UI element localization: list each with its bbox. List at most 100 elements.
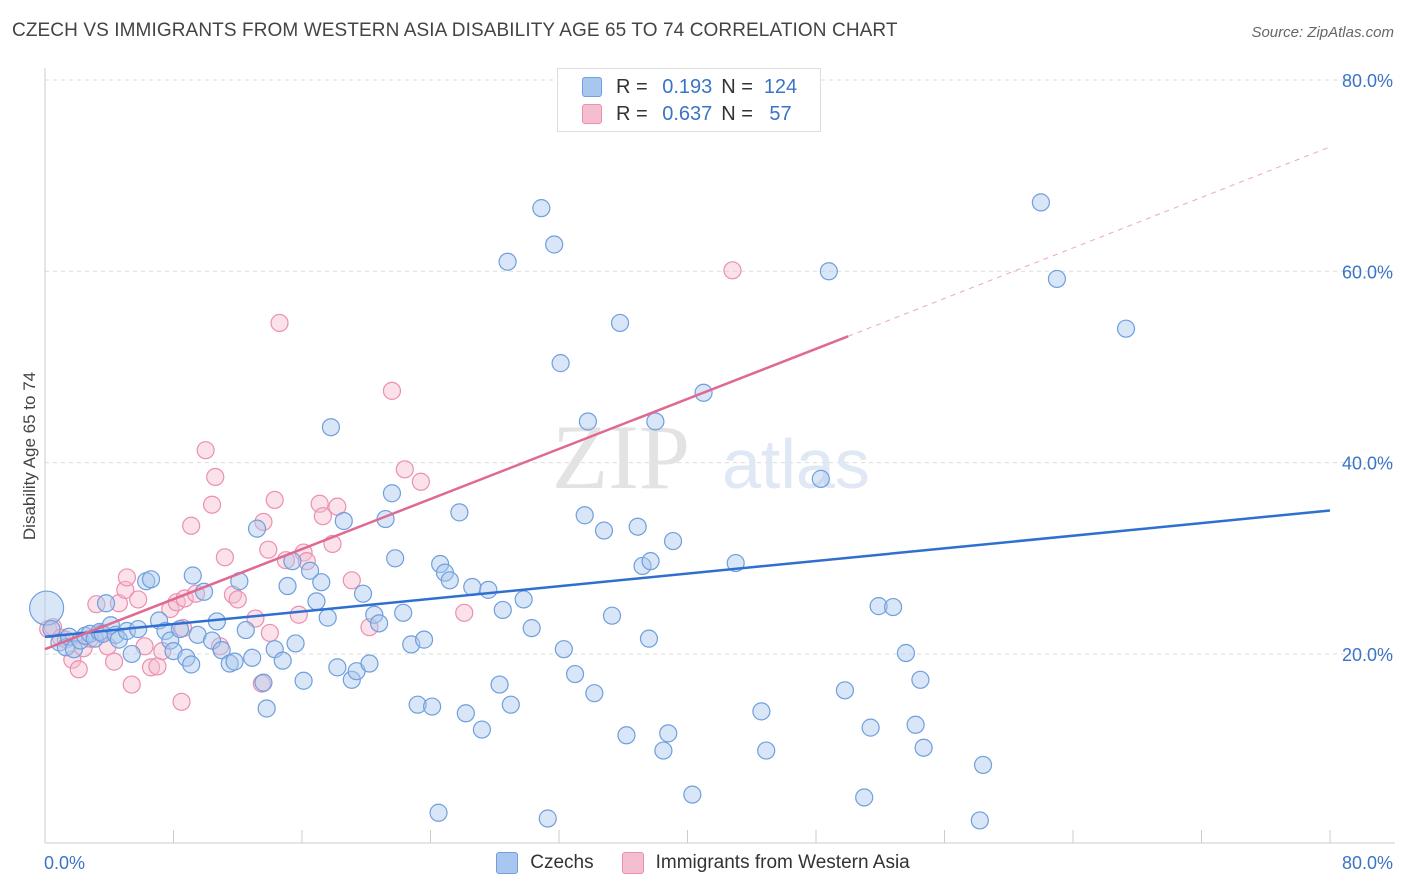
immigrants-point — [129, 590, 148, 609]
correlation-legend: R = 0.193 N = 124 R = 0.637 N = 57 — [557, 68, 821, 132]
y-axis-title: Disability Age 65 to 74 — [20, 372, 39, 540]
czech-point — [29, 590, 65, 626]
czech-point — [96, 594, 116, 613]
czech-point — [855, 788, 874, 807]
czech-point — [554, 640, 573, 659]
immigrants-point — [69, 660, 88, 679]
czech-point — [243, 648, 262, 667]
immigrants-point — [260, 623, 279, 643]
czech-point — [1047, 269, 1067, 289]
czech-point — [811, 469, 830, 488]
legend-item-czechs: Czechs — [496, 852, 594, 874]
czech-point — [257, 699, 276, 718]
czech-point — [321, 418, 341, 437]
immigrants-point — [148, 657, 167, 676]
czech-point — [254, 673, 273, 692]
chart-title: CZECH VS IMMIGRANTS FROM WESTERN ASIA DI… — [12, 20, 898, 41]
immigrants-point — [342, 571, 361, 590]
czech-point — [334, 511, 353, 531]
immigrants-trend-extension — [847, 146, 1331, 337]
czech-point — [122, 644, 141, 664]
immigrants-point — [313, 507, 332, 526]
immigrants-point — [411, 472, 430, 491]
czech-point — [565, 664, 585, 684]
czech-point — [360, 654, 379, 673]
czech-point — [300, 561, 320, 580]
immigrants-point — [382, 381, 402, 400]
y-tick-label: 80.0% — [1342, 71, 1393, 91]
czech-point — [585, 684, 604, 703]
czech-point — [353, 584, 373, 603]
czech-point — [578, 412, 598, 431]
czech-point — [273, 651, 292, 670]
czech-point — [342, 670, 361, 689]
czech-point — [456, 704, 475, 723]
czech-point — [318, 608, 337, 627]
czech-point — [683, 785, 702, 804]
immigrants-point — [297, 552, 316, 571]
czech-point — [646, 412, 665, 431]
czech-point — [472, 720, 491, 739]
r-label: R = — [616, 102, 648, 125]
y-tick-label: 40.0% — [1342, 454, 1393, 474]
czech-point — [659, 724, 678, 743]
czech-point — [906, 715, 925, 734]
czech-point — [911, 670, 930, 689]
czech-point — [141, 570, 161, 589]
czech-point — [440, 571, 459, 590]
immigrants-point — [455, 603, 474, 622]
czech-point — [835, 681, 855, 700]
czech-point — [236, 620, 255, 640]
czech-point — [382, 484, 402, 503]
czech-legend-swatch — [496, 852, 519, 874]
r-label: R = — [616, 75, 648, 98]
czech-point — [1116, 319, 1136, 338]
czech-point — [575, 506, 594, 525]
x-tick-label: 80.0% — [1342, 853, 1393, 873]
czech-point — [514, 590, 533, 609]
czech-point — [182, 655, 201, 674]
czech-point — [493, 600, 512, 620]
czech-point — [501, 695, 520, 714]
czech-point — [883, 597, 903, 617]
watermark: ZIP atlas — [552, 406, 870, 508]
watermark-atlas: atlas — [722, 425, 870, 503]
czech-point — [498, 252, 517, 271]
n-value: 124 — [763, 75, 798, 98]
immigrants-point — [265, 490, 284, 510]
czech-point — [914, 738, 933, 757]
czech-point — [202, 631, 222, 650]
y-axis-title-group: Disability Age 65 to 74 — [20, 372, 39, 540]
y-tick-label: 60.0% — [1342, 262, 1393, 282]
czech-point — [42, 619, 61, 639]
x-tick-label: 0.0% — [44, 853, 85, 873]
legend-item-immigrants: Immigrants from Western Asia — [621, 852, 910, 874]
czech-point — [610, 313, 630, 333]
watermark-zip: ZIP — [552, 406, 690, 508]
immigrants-point — [87, 595, 106, 614]
r-value: 0.193 — [662, 75, 713, 98]
immigrants-point — [141, 658, 161, 677]
czech-point — [183, 566, 202, 585]
immigrants-point — [182, 516, 201, 535]
czech-swatch — [582, 77, 602, 97]
immigrants-point — [122, 675, 141, 694]
czech-point — [431, 554, 450, 574]
czech-point — [307, 592, 326, 611]
czech-point — [594, 521, 614, 540]
czech-point — [429, 803, 448, 822]
czech-point — [414, 630, 434, 649]
czech-point — [663, 531, 683, 551]
source-credit: Source: ZipAtlas.com — [1251, 24, 1394, 41]
czech-point — [294, 671, 313, 690]
immigrants-point — [206, 467, 225, 487]
immigrants-point — [270, 313, 289, 333]
y-tick-label: 20.0% — [1342, 645, 1393, 665]
legend-row-immigrants: R = 0.637 N = 57 — [582, 101, 803, 127]
immigrants-point — [723, 261, 742, 280]
czech-point — [312, 573, 331, 592]
czech-point — [551, 354, 570, 373]
czech-point — [639, 629, 659, 648]
immigrants-trend-line — [44, 335, 849, 651]
czech-point — [247, 519, 267, 538]
